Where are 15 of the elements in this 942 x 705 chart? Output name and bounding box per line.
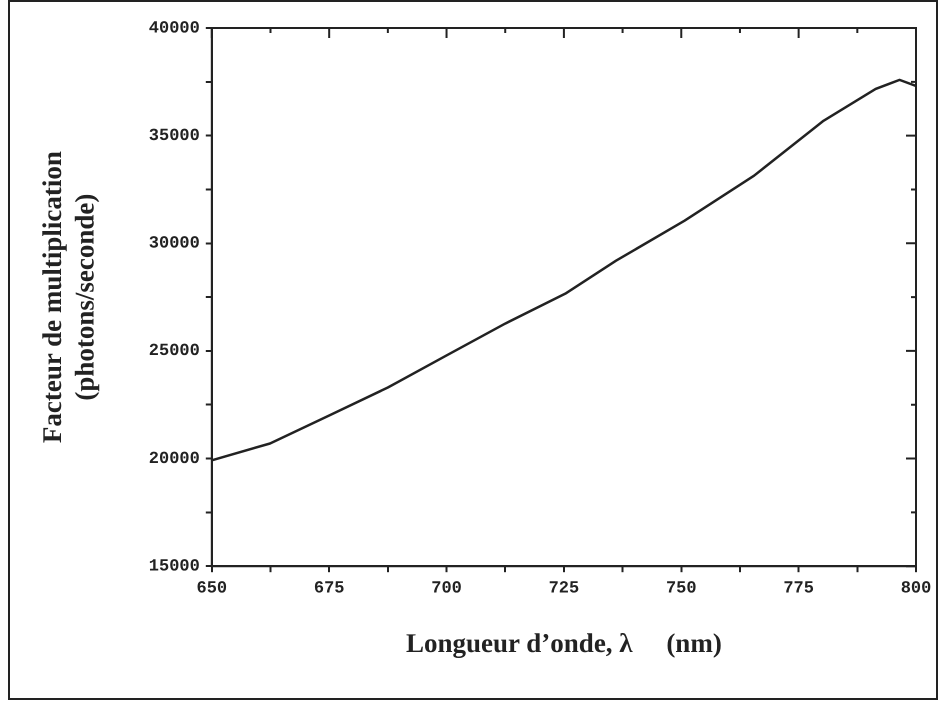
x-tick-label: 675 xyxy=(314,580,344,599)
y-axis-title: Facteur de multiplication (photons/seconde) xyxy=(37,151,100,444)
y-tick-label: 30000 xyxy=(148,234,200,254)
x-tick-label: 800 xyxy=(900,580,932,599)
y-tick-label: 25000 xyxy=(148,342,200,362)
x-tick-label: 775 xyxy=(783,580,814,599)
x-axis-title: Longueur d’onde, λ (nm) xyxy=(406,628,722,658)
x-tick-label: 650 xyxy=(196,580,228,599)
x-tick-label: 725 xyxy=(548,580,580,599)
y-tick-label: 35000 xyxy=(148,126,200,146)
y-tick-label: 15000 xyxy=(148,557,200,576)
y-tick-label: 40000 xyxy=(148,19,200,38)
y-tick-label: 20000 xyxy=(148,450,200,469)
x-tick-label: 700 xyxy=(431,580,462,599)
x-tick-label: 750 xyxy=(666,580,697,599)
